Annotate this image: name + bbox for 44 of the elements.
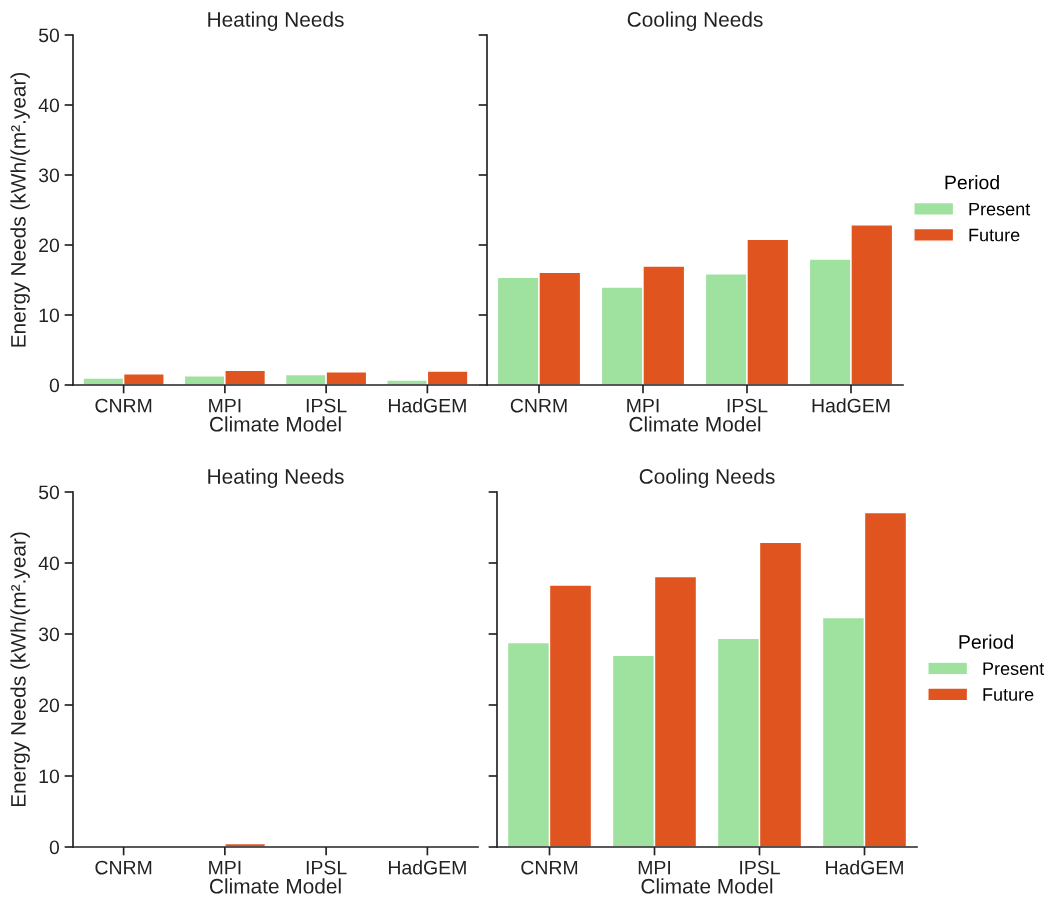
- y-tick-label: 50: [38, 28, 60, 43]
- x-tick-label: MPI: [209, 860, 241, 875]
- x-tick-label: CNRM: [95, 398, 152, 413]
- y-tick-label: 30: [38, 627, 60, 642]
- x-tick-label: MPI: [638, 860, 670, 875]
- x-axis-title: Climate Model: [629, 416, 761, 432]
- y-tick-label: 40: [38, 98, 60, 113]
- x-axis-title: Climate Model: [209, 878, 341, 894]
- x-tick-label: HadGEM: [388, 860, 466, 875]
- y-tick-label: 10: [39, 308, 60, 323]
- x-tick-label: IPSL: [306, 398, 347, 413]
- y-tick-label: 20: [39, 698, 60, 713]
- y-axis-title: Energy Needs (kWh/(m².year): [10, 72, 30, 347]
- legend-title: Period: [945, 175, 999, 190]
- legend-label: Present: [969, 202, 1031, 216]
- y-tick-label: 40: [38, 556, 60, 571]
- x-axis-title: Climate Model: [209, 416, 341, 432]
- x-tick-label: MPI: [209, 398, 241, 413]
- legend-label: Future: [969, 228, 1020, 242]
- legend-title: Period: [959, 634, 1013, 649]
- legend-label: Present: [983, 662, 1045, 675]
- y-tick-label: 50: [38, 485, 60, 500]
- x-tick-label: HadGEM: [826, 860, 903, 875]
- x-axis-title: Climate Model: [641, 878, 773, 894]
- y-tick-label: 0: [49, 840, 60, 855]
- x-tick-label: CNRM: [510, 398, 567, 413]
- y-tick-label: 10: [39, 769, 60, 784]
- y-tick-label: 20: [39, 238, 60, 253]
- x-tick-label: HadGEM: [812, 398, 890, 413]
- chart-title: Heating Needs: [208, 468, 344, 488]
- x-tick-label: CNRM: [95, 860, 152, 875]
- x-tick-label: HadGEM: [388, 398, 466, 413]
- x-tick-label: IPSL: [727, 398, 768, 413]
- x-tick-label: IPSL: [740, 860, 780, 875]
- chart-title: Cooling Needs: [639, 468, 775, 488]
- y-axis-title: Energy Needs (kWh/(m².year): [10, 532, 30, 807]
- legend-label: Future: [983, 688, 1034, 701]
- y-tick-label: 0: [49, 378, 60, 393]
- x-tick-label: MPI: [627, 398, 659, 413]
- chart-title: Heating Needs: [208, 11, 344, 31]
- x-tick-label: IPSL: [306, 860, 347, 875]
- x-tick-label: CNRM: [521, 860, 578, 875]
- y-tick-label: 30: [38, 168, 60, 183]
- chart-title: Cooling Needs: [627, 11, 763, 31]
